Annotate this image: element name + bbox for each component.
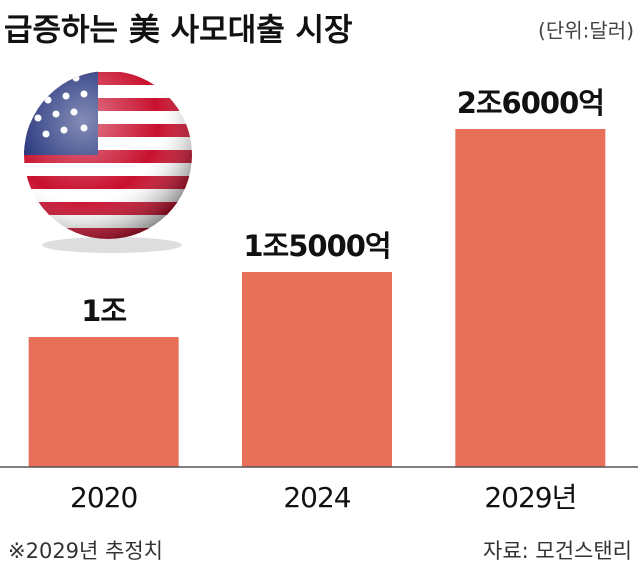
chart-title: 급증하는 美 사모대출 시장 — [4, 13, 353, 49]
flag-shadow — [42, 237, 182, 253]
chart-subtitle: (단위:달러) — [538, 19, 634, 43]
value-label: 1조5000억 — [243, 229, 390, 263]
x-tick-label: 2029년 — [484, 481, 576, 514]
source: 자료: 모건스탠리 — [483, 539, 632, 563]
bar — [28, 337, 179, 467]
footnote: ※2029년 추정치 — [8, 539, 163, 563]
x-tick-label: 2020 — [70, 481, 137, 514]
flag-ball — [24, 71, 192, 239]
bar — [455, 129, 606, 467]
value-label: 2조6000억 — [457, 86, 604, 120]
x-tick-label: 2024 — [283, 481, 350, 514]
bar — [242, 272, 392, 467]
value-label: 1조 — [81, 294, 126, 328]
